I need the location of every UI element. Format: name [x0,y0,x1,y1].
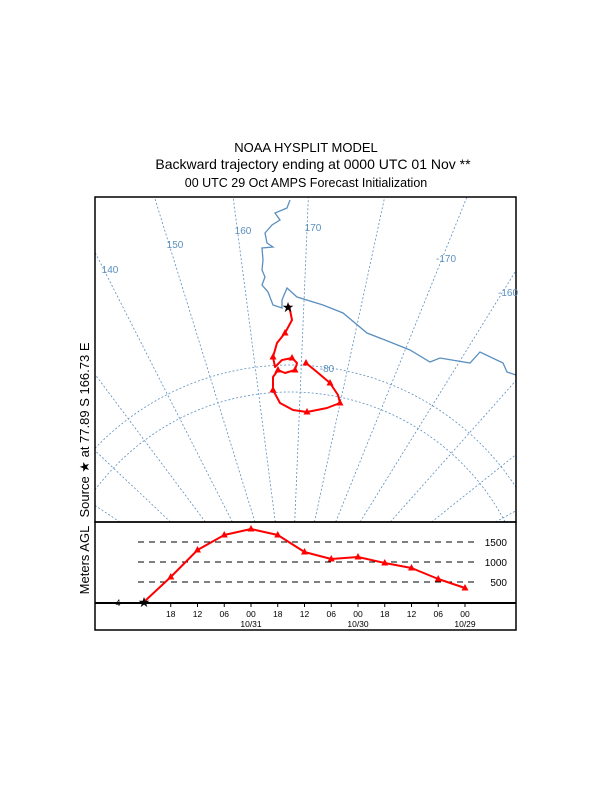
meridian-label: 160 [235,226,252,237]
height-marker [301,548,308,555]
trajectory-path [272,304,341,413]
date-label: 10/29 [454,619,476,629]
latitude-label: -80 [320,364,335,375]
height-marker [408,564,415,571]
x-tick-label: 12 [407,609,417,619]
meridian-label: 170 [305,223,322,234]
height-marker [461,584,469,591]
x-tick-label: 00 [460,609,470,619]
meridian-line [359,270,516,522]
meridian-line [495,510,516,522]
star-icon: ★ [77,457,92,472]
meridian-line [95,374,206,522]
trajectory-marker [326,379,334,386]
height-marker [220,531,228,538]
start-height-label: 4 [115,598,120,608]
trajectory-marker [336,399,344,406]
trajectory-marker [303,408,311,415]
meridian-line [95,505,121,522]
meridian-line [335,197,468,522]
x-tick-label: 18 [166,609,176,619]
meridian-line [314,197,386,522]
y-tick-label: 1000 [485,558,508,569]
svg-text:Source ★ at: Source ★ at 77.89 S 166.73 E [77,342,92,517]
date-label: 10/30 [347,619,369,629]
height-marker [354,553,362,560]
height-start-star-icon: ★ [138,594,151,610]
height-marker [274,531,282,538]
coastline [261,199,516,376]
meridian-label: -160 [498,288,518,299]
height-frame [94,521,517,631]
trajectory-marker [291,366,299,373]
latitude-circle [95,391,506,522]
trajectory-marker [302,359,310,366]
y-tick-label: 1500 [485,538,508,549]
meridian-label: 150 [167,240,184,251]
trajectory-marker [269,353,277,360]
latitude-circle [95,364,516,488]
map-area: ★ [95,197,516,522]
height-marker [167,573,175,580]
height-marker [194,546,201,553]
x-tick-label: 00 [353,609,363,619]
x-tick-label: 12 [193,609,203,619]
height-line [143,528,466,603]
height-marker [434,575,442,582]
x-tick-label: 06 [220,609,230,619]
x-tick-label: 12 [300,609,310,619]
source-star-icon: ★ [282,299,295,315]
meridian-label: -170 [436,254,456,265]
trajectory-marker [274,366,282,373]
meridian-line [390,380,516,522]
height-marker [327,555,335,562]
meridian-line [95,252,233,522]
x-tick-label: 00 [246,609,256,619]
date-label: 10/31 [240,619,262,629]
title-line1: NOAA HYSPLIT MODEL [234,140,378,155]
trajectory-marker [281,329,289,336]
trajectory-marker [269,386,277,393]
source-coords: at 77.89 S 166.73 E [77,342,92,457]
x-tick-label: 18 [273,609,283,619]
title-line3: 00 UTC 29 Oct AMPS Forecast Initializati… [185,176,428,190]
y-axis-label: Meters AGL [77,526,92,595]
height-marker [247,525,255,532]
title-line2: Backward trajectory ending at 0000 UTC 0… [155,156,471,172]
source-label: Source ★ at 77.89 S 166.73 E [77,342,92,517]
meridian-line [431,454,516,522]
source-prefix: Source [77,476,92,517]
meridian-line [232,197,276,522]
meridian-label: 140 [102,265,119,276]
meridian-line [154,197,256,522]
trajectory-marker [288,354,296,361]
map-labels: 140 150 160 170 -170 -160 -80 [102,223,519,375]
meridian-line [294,197,309,522]
height-marker [381,559,389,566]
y-tick-label: 500 [490,578,507,589]
x-tick-label: 18 [380,609,390,619]
x-tick-label: 06 [327,609,337,619]
x-tick-label: 06 [434,609,444,619]
meridian-line [95,450,171,522]
